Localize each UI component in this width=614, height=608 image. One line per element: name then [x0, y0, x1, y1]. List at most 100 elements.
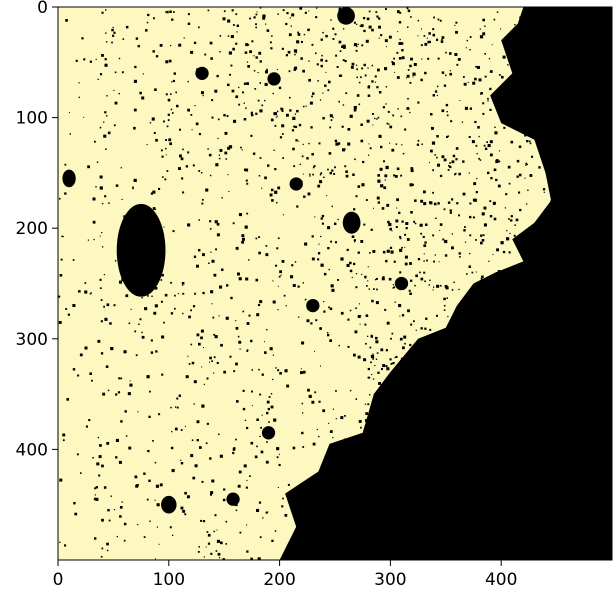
speckle: [205, 188, 209, 192]
speckle: [400, 357, 403, 360]
speckle: [253, 70, 256, 72]
speckle: [505, 449, 507, 451]
speckle: [434, 468, 437, 472]
speckle: [60, 258, 63, 261]
speckle: [433, 202, 437, 206]
speckle: [345, 174, 349, 178]
speckle: [245, 107, 247, 109]
speckle: [386, 446, 389, 449]
speckle: [396, 76, 400, 79]
speckle: [367, 551, 369, 554]
speckle: [178, 167, 181, 170]
speckle: [377, 450, 381, 453]
speckle: [393, 260, 396, 263]
speckle: [327, 498, 330, 501]
speckle: [231, 9, 234, 12]
speckle: [153, 17, 155, 20]
speckle: [484, 147, 488, 150]
speckle: [443, 84, 447, 87]
speckle: [479, 35, 484, 39]
speckle: [496, 525, 498, 527]
speckle: [476, 177, 478, 180]
speckle: [582, 327, 585, 330]
speckle: [542, 121, 545, 124]
speckle: [222, 17, 226, 21]
speckle: [587, 233, 591, 237]
speckle: [362, 549, 365, 552]
speckle: [571, 121, 574, 124]
speckle: [452, 322, 456, 326]
speckle: [507, 64, 509, 66]
speckle: [320, 38, 323, 41]
speckle: [209, 356, 212, 360]
speckle: [288, 70, 291, 73]
speckle: [438, 387, 442, 391]
speckle: [589, 170, 592, 173]
speckle: [543, 278, 545, 281]
speckle: [571, 342, 574, 344]
speckle: [204, 53, 207, 56]
speckle: [276, 456, 279, 459]
speckle: [232, 47, 235, 51]
speckle: [495, 178, 498, 182]
speckle: [602, 526, 604, 528]
dark-blob: [261, 426, 276, 440]
speckle: [216, 233, 220, 237]
speckle: [179, 128, 181, 131]
speckle: [530, 42, 534, 46]
speckle: [481, 239, 485, 242]
speckle: [480, 92, 483, 95]
speckle: [180, 157, 184, 161]
speckle: [558, 171, 560, 173]
speckle: [264, 351, 267, 354]
speckle: [572, 398, 575, 401]
speckle: [217, 552, 221, 556]
speckle: [446, 111, 448, 113]
speckle: [238, 213, 242, 217]
speckle: [376, 118, 378, 120]
speckle: [374, 493, 376, 495]
speckle: [504, 353, 506, 355]
speckle: [469, 202, 472, 205]
speckle: [103, 134, 107, 138]
speckle: [409, 400, 412, 403]
speckle: [187, 151, 190, 154]
speckle: [563, 315, 567, 319]
speckle: [559, 288, 563, 291]
speckle: [187, 223, 191, 227]
speckle: [334, 139, 338, 143]
speckle: [558, 491, 560, 494]
speckle: [420, 327, 423, 330]
speckle: [338, 40, 342, 44]
speckle: [113, 124, 116, 127]
speckle: [587, 38, 589, 40]
speckle: [358, 81, 361, 84]
speckle: [154, 88, 157, 91]
speckle: [153, 311, 157, 315]
speckle: [579, 251, 582, 254]
speckle: [419, 546, 423, 550]
speckle: [226, 284, 229, 287]
speckle: [449, 72, 452, 76]
speckle: [472, 216, 475, 219]
speckle: [78, 290, 81, 293]
speckle: [600, 361, 603, 364]
speckle: [96, 462, 100, 466]
speckle: [171, 112, 174, 114]
speckle: [581, 414, 584, 417]
speckle: [77, 374, 80, 377]
speckle: [182, 284, 184, 286]
speckle: [609, 48, 612, 51]
speckle: [335, 418, 337, 420]
speckle: [78, 82, 80, 84]
speckle: [301, 341, 305, 345]
speckle: [418, 504, 421, 507]
speckle: [439, 284, 442, 287]
speckle: [546, 75, 550, 78]
speckle: [301, 431, 304, 435]
speckle: [593, 44, 596, 47]
speckle: [272, 354, 274, 356]
speckle: [552, 494, 554, 497]
speckle: [535, 266, 539, 270]
speckle: [524, 134, 527, 137]
